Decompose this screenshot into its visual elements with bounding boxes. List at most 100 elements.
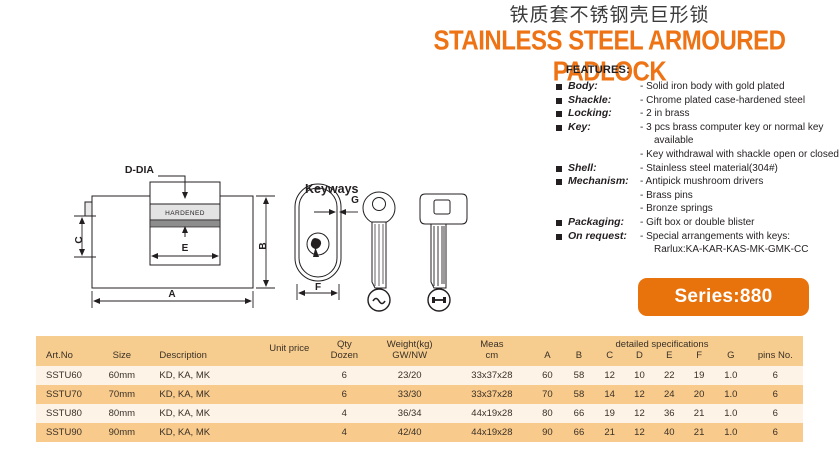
label-d-dia: D-DIA bbox=[125, 164, 155, 176]
keyways-heading: Keyways bbox=[305, 182, 359, 196]
feature-label: Body: bbox=[568, 80, 598, 92]
feature-value: - Key withdrawal with shackle open or cl… bbox=[640, 148, 839, 160]
col-header-e: E bbox=[654, 336, 685, 366]
table-row: SSTU60 60mm KD, KA, MK 6 23/20 33x37x28 60 58 12… bbox=[36, 366, 803, 385]
cell-e: 36 bbox=[654, 404, 685, 423]
feature-value: - Gift box or double blister bbox=[640, 216, 755, 228]
bullet-square-icon bbox=[556, 179, 562, 186]
col-header-d: D bbox=[624, 336, 655, 366]
features-list: Body: - Solid iron body with gold plated S… bbox=[556, 80, 839, 257]
cell-a: 90 bbox=[531, 423, 564, 442]
col-header-pins-no: pins No. bbox=[747, 336, 803, 366]
feature-label: Shackle: bbox=[568, 93, 612, 106]
bullet-square-icon bbox=[556, 233, 562, 240]
feature-row: - Bronze springs bbox=[556, 202, 839, 216]
cell-size: 80mm bbox=[96, 404, 148, 423]
features-heading: FEATURES: bbox=[566, 64, 630, 76]
col-header-meas: Meas cm bbox=[452, 336, 532, 366]
cell-weight: 33/30 bbox=[367, 385, 453, 404]
cell-qty-dozen: 6 bbox=[321, 366, 368, 385]
feature-value: - Chrome plated case-hardened steel bbox=[640, 94, 806, 106]
chinese-title: 铁质套不锈钢壳巨形锁 bbox=[509, 4, 710, 26]
cell-d: 12 bbox=[624, 404, 655, 423]
cell-pins: 6 bbox=[747, 366, 803, 385]
feature-row: available bbox=[556, 134, 839, 148]
label-b: B bbox=[258, 242, 269, 249]
feature-row: Key: - 3 pcs brass computer key or normal… bbox=[556, 121, 839, 135]
cell-art-no: SSTU80 bbox=[36, 404, 97, 423]
feature-row: Shell: - Stainless steel material(304#) bbox=[556, 162, 839, 176]
cell-f: 21 bbox=[684, 404, 714, 423]
cell-description: KD, KA, MK bbox=[147, 423, 258, 442]
bullet-square-icon bbox=[556, 97, 562, 104]
label-a: A bbox=[168, 289, 175, 300]
cell-size: 70mm bbox=[96, 385, 148, 404]
feature-value: - Antipick mushroom drivers bbox=[640, 176, 764, 188]
feature-value: - Stainless steel material(304#) bbox=[640, 162, 778, 174]
cell-g: 1.0 bbox=[714, 366, 748, 385]
col-header-a: A bbox=[531, 336, 564, 366]
bullet-spacer bbox=[556, 138, 562, 144]
col-header-c: C bbox=[594, 336, 625, 366]
feature-label: Key: bbox=[568, 120, 591, 133]
bullet-square-icon bbox=[556, 111, 562, 118]
cell-pins: 6 bbox=[747, 385, 803, 404]
cell-b: 58 bbox=[563, 366, 595, 385]
bullet-spacer bbox=[556, 152, 562, 158]
feature-label: On request: bbox=[568, 229, 627, 242]
cell-unit-price bbox=[257, 404, 322, 423]
feature-value: - Brass pins bbox=[640, 189, 693, 201]
features-section: FEATURES: Body: - Solid iron body with go… bbox=[556, 64, 839, 257]
feature-label: Shell: bbox=[568, 161, 597, 174]
cell-qty-dozen: 6 bbox=[321, 385, 368, 404]
feature-label: Locking: bbox=[568, 107, 612, 120]
col-header-unit-price: Unit price bbox=[257, 336, 322, 366]
cell-e: 40 bbox=[654, 423, 685, 442]
cell-c: 21 bbox=[594, 423, 625, 442]
cell-meas: 33x37x28 bbox=[452, 366, 532, 385]
cell-g: 1.0 bbox=[714, 404, 748, 423]
cell-description: KD, KA, MK bbox=[147, 404, 258, 423]
cell-qty-dozen: 4 bbox=[321, 404, 368, 423]
col-header-size: Size bbox=[96, 336, 148, 366]
feature-row: Mechanism: - Antipick mushroom drivers bbox=[556, 175, 839, 189]
table-row: SSTU90 90mm KD, KA, MK 4 42/40 44x19x28 90 66 21… bbox=[36, 423, 803, 442]
cell-unit-price bbox=[257, 423, 322, 442]
bullet-spacer bbox=[556, 193, 562, 199]
cell-c: 19 bbox=[594, 404, 625, 423]
bullet-spacer bbox=[556, 206, 562, 212]
cell-g: 1.0 bbox=[714, 385, 748, 404]
feature-row: Rarlux:KA-KAR-KAS-MK-GMK-CC bbox=[556, 243, 839, 257]
cell-g: 1.0 bbox=[714, 423, 748, 442]
cell-description: KD, KA, MK bbox=[147, 385, 258, 404]
cell-size: 60mm bbox=[96, 366, 148, 385]
cell-a: 70 bbox=[531, 385, 564, 404]
feature-row: On request: - Special arrangements with k… bbox=[556, 230, 839, 244]
cell-art-no: SSTU60 bbox=[36, 366, 97, 385]
cell-weight: 36/34 bbox=[367, 404, 453, 423]
cell-b: 58 bbox=[563, 385, 595, 404]
cell-meas: 33x37x28 bbox=[452, 385, 532, 404]
cell-d: 12 bbox=[624, 385, 655, 404]
cell-art-no: SSTU90 bbox=[36, 423, 97, 442]
table-row: SSTU70 70mm KD, KA, MK 6 33/30 33x37x28 70 58 14… bbox=[36, 385, 803, 404]
bullet-spacer bbox=[556, 247, 562, 253]
cell-weight: 42/40 bbox=[367, 423, 453, 442]
cell-qty-dozen: 4 bbox=[321, 423, 368, 442]
cell-b: 66 bbox=[563, 423, 595, 442]
cell-f: 20 bbox=[684, 385, 714, 404]
feature-value: - 3 pcs brass computer key or normal key bbox=[640, 121, 824, 133]
col-header-description: Description bbox=[147, 336, 258, 366]
table-header-row: Art.No Size Description Unit price Qty Do… bbox=[36, 336, 803, 366]
feature-row: - Key withdrawal with shackle open or cl… bbox=[556, 148, 839, 162]
series-badge: Series:880 bbox=[638, 278, 809, 316]
cell-pins: 6 bbox=[747, 423, 803, 442]
cell-unit-price bbox=[257, 366, 322, 385]
label-f: F bbox=[315, 282, 321, 293]
col-header-qty-dozen: Qty Dozen bbox=[321, 336, 368, 366]
hardened-label: HARDENED bbox=[165, 210, 205, 217]
cell-description: KD, KA, MK bbox=[147, 366, 258, 385]
cell-f: 19 bbox=[684, 366, 714, 385]
cell-d: 12 bbox=[624, 423, 655, 442]
cell-d: 10 bbox=[624, 366, 655, 385]
